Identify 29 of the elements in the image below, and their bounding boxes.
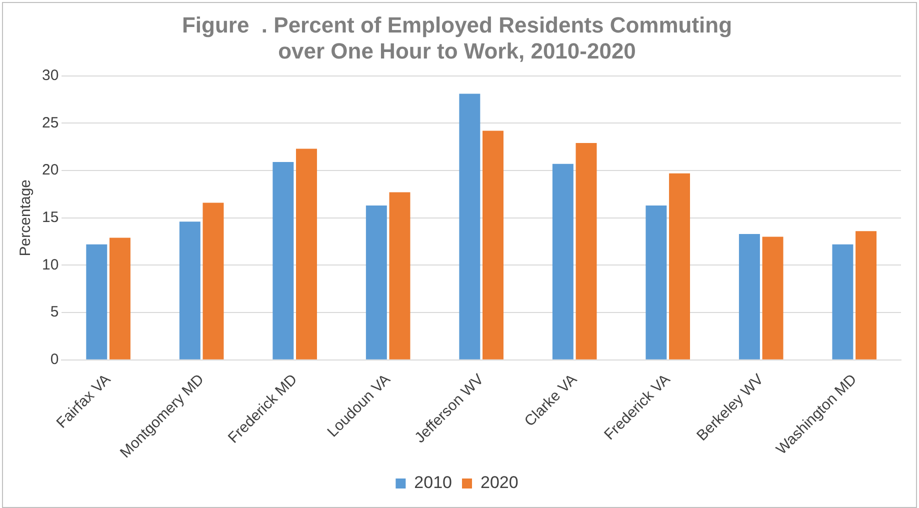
y-tick-label: 5 — [50, 304, 59, 321]
bar — [296, 148, 317, 360]
bar — [179, 222, 200, 360]
bar — [832, 244, 854, 360]
bar — [482, 130, 504, 360]
bar — [552, 164, 574, 360]
legend-label: 2010 — [414, 473, 452, 492]
bar — [202, 202, 224, 360]
bar — [669, 173, 690, 360]
bar — [646, 206, 667, 360]
bar — [856, 231, 877, 360]
y-tick-label: 20 — [42, 162, 59, 179]
y-tick-label: 25 — [42, 114, 59, 132]
bar — [576, 143, 597, 360]
bar — [738, 234, 760, 360]
y-tick-label: 30 — [42, 66, 59, 84]
y-tick-label: 10 — [42, 256, 59, 274]
bar — [272, 162, 294, 360]
bar — [109, 238, 130, 360]
y-tick-label: 0 — [50, 351, 59, 368]
bar — [459, 94, 480, 360]
y-axis-title: Percentage — [17, 179, 34, 256]
bar — [762, 236, 784, 360]
chart-title: Figure . Percent of Employed Residents Commuting over One Hour to Work, 2010-2020 — [182, 12, 732, 64]
y-tick-label: 15 — [42, 208, 59, 226]
legend-label: 2020 — [480, 473, 518, 492]
bar — [389, 192, 410, 360]
bar — [86, 244, 108, 360]
bar — [366, 206, 387, 360]
